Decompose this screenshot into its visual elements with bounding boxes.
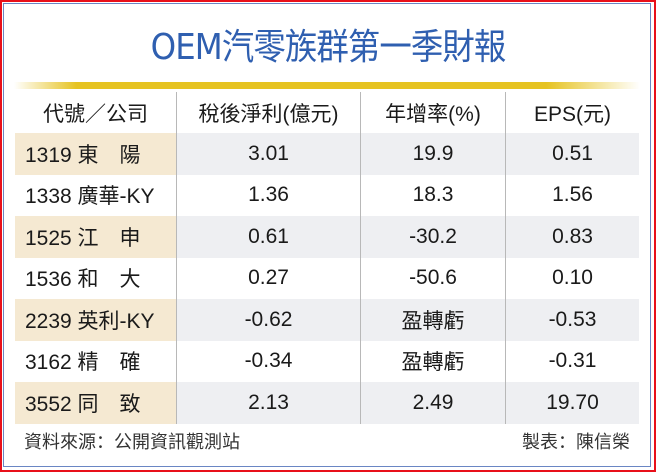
- header-company: 代號／公司: [43, 102, 148, 126]
- yoy-cell: -50.6: [360, 257, 505, 299]
- eps-cell: 0.10: [505, 257, 639, 299]
- eps-cell: -0.53: [505, 299, 639, 341]
- yoy-cell: 18.3: [360, 174, 505, 216]
- net-income-cell: 2.13: [176, 382, 360, 424]
- author-note: 製表：陳信榮: [522, 432, 630, 452]
- table-row: 3162 精 確 -0.34 盈轉虧 -0.31: [15, 340, 639, 382]
- company-cell: 1319 東 陽: [15, 133, 176, 175]
- company-cell: 3552 同 致: [15, 382, 176, 424]
- net-income-cell: 0.61: [176, 216, 360, 258]
- eps-cell: 19.70: [505, 382, 639, 424]
- yoy-cell: 19.9: [360, 133, 505, 175]
- table-row: 3552 同 致 2.13 2.49 19.70: [15, 382, 639, 424]
- table-header-row: 代號／公司 稅後淨利(億元) 年增率(%) EPS(元): [15, 92, 639, 133]
- table-row: 2239 英利-KY -0.62 盈轉虧 -0.53: [15, 299, 639, 341]
- table-row: 1338 廣華-KY 1.36 18.3 1.56: [15, 174, 639, 216]
- eps-cell: -0.31: [505, 340, 639, 382]
- net-income-cell: -0.62: [176, 299, 360, 341]
- company-cell: 1536 和 大: [25, 268, 141, 292]
- eps-cell: 0.51: [505, 133, 639, 175]
- table-row: 1525 江 申 0.61 -30.2 0.83: [15, 216, 639, 258]
- company-cell: 1338 廣華-KY: [25, 185, 155, 209]
- page-title: OEM汽零族群第一季財報: [150, 27, 507, 68]
- company-cell: 3162 精 確: [25, 351, 141, 375]
- yoy-cell: 2.49: [360, 382, 505, 424]
- net-income-cell: 0.27: [176, 257, 360, 299]
- title-divider: [14, 82, 640, 89]
- header-yoy: 年增率(%): [360, 92, 505, 133]
- eps-cell: 1.56: [505, 174, 639, 216]
- net-income-cell: -0.34: [176, 340, 360, 382]
- header-eps: EPS(元): [505, 92, 639, 133]
- company-cell: 1525 江 申: [15, 216, 176, 258]
- table-row: 1319 東 陽 3.01 19.9 0.51: [15, 133, 639, 175]
- source-note: 資料來源：公開資訊觀測站: [24, 432, 240, 452]
- net-income-cell: 3.01: [176, 133, 360, 175]
- company-cell: 2239 英利-KY: [15, 299, 176, 341]
- yoy-cell: 盈轉虧: [360, 340, 505, 382]
- eps-cell: 0.83: [505, 216, 639, 258]
- net-income-cell: 1.36: [176, 174, 360, 216]
- yoy-cell: -30.2: [360, 216, 505, 258]
- financial-table: 代號／公司 稅後淨利(億元) 年增率(%) EPS(元) 1319 東 陽 3.…: [15, 92, 639, 424]
- header-net-income: 稅後淨利(億元): [176, 92, 360, 133]
- table-row: 1536 和 大 0.27 -50.6 0.10: [15, 257, 639, 299]
- yoy-cell: 盈轉虧: [360, 299, 505, 341]
